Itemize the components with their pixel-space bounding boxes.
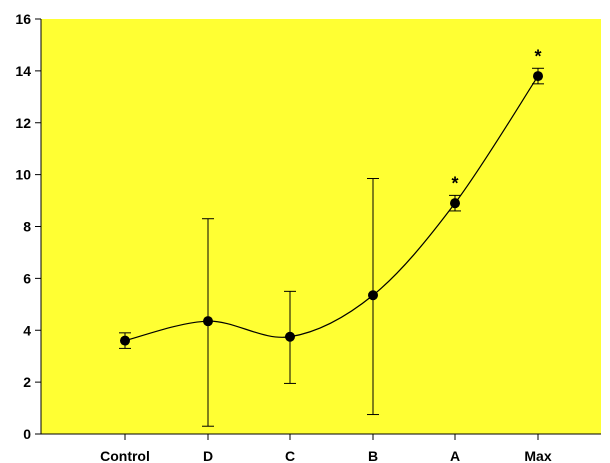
y-tick-label: 0 — [23, 426, 31, 442]
y-tick-label: 12 — [15, 115, 31, 131]
data-point — [450, 198, 460, 209]
y-tick-label: 14 — [15, 63, 31, 79]
y-tick-label: 10 — [15, 167, 31, 183]
x-tick-label: Control — [100, 448, 150, 463]
data-point — [533, 71, 543, 82]
x-tick-label: D — [203, 448, 213, 463]
plot-area — [41, 19, 601, 434]
x-tick-label: C — [285, 448, 295, 463]
x-tick-label: Max — [524, 448, 551, 463]
data-point — [368, 290, 378, 301]
x-tick-label: B — [368, 448, 378, 463]
y-tick-label: 4 — [23, 322, 31, 338]
annotations: ** — [451, 46, 541, 193]
data-point — [285, 331, 295, 342]
y-tick-label: 16 — [15, 11, 31, 27]
data-point — [120, 335, 130, 346]
data-point — [203, 316, 213, 327]
significance-marker: * — [534, 46, 541, 66]
x-ticks: Control D C B A Max — [100, 434, 552, 463]
y-ticks: 0 2 4 6 8 10 12 14 16 — [15, 11, 41, 442]
y-tick-label: 8 — [23, 219, 31, 235]
y-tick-label: 2 — [23, 374, 31, 390]
data-points — [120, 71, 543, 346]
significance-marker: * — [451, 173, 458, 193]
x-tick-label: A — [450, 448, 460, 463]
y-tick-label: 6 — [23, 270, 31, 286]
